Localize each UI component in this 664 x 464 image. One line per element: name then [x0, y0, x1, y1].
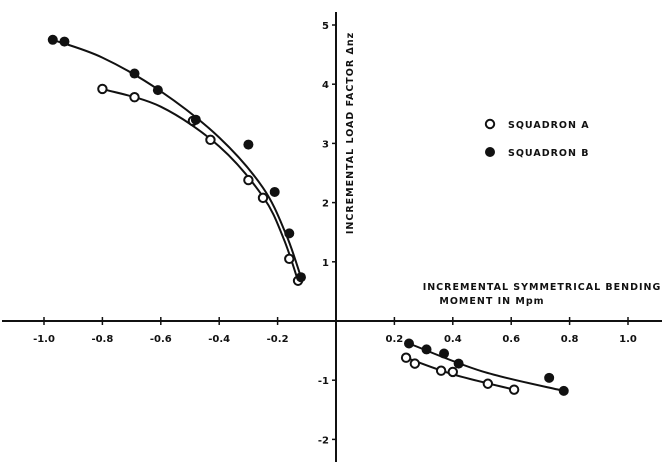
squadron-b-point — [558, 385, 569, 396]
legend-item-squadron-b: SQUADRON B — [485, 147, 589, 159]
y-ticks: 5 4 3 2 1 -1 -2 — [318, 21, 336, 446]
fit-curves — [52, 38, 565, 392]
squadron-a-point — [243, 174, 254, 186]
squadron-a-point — [435, 365, 447, 376]
y-tick: 2 — [322, 199, 336, 210]
y-tick-label: 1 — [322, 258, 329, 269]
legend: SQUADRON A SQUADRON B — [484, 118, 590, 159]
x-tick: 0.4 — [444, 317, 462, 345]
squadron-b-point — [47, 34, 58, 45]
y-tick: -1 — [318, 376, 336, 387]
x-tick-label: 1.0 — [619, 334, 637, 345]
squadron-b-fit-curve — [52, 38, 302, 278]
x-tick-label: -0.8 — [91, 334, 113, 345]
x-tick: 1.0 — [619, 317, 637, 345]
x-tick-label: 0.2 — [386, 334, 404, 345]
legend-item-squadron-a: SQUADRON A — [484, 118, 590, 131]
squadron-b-point — [243, 139, 254, 150]
squadron-a-point — [257, 192, 269, 204]
x-tick-label: 0.6 — [502, 334, 520, 345]
y-axis-label: INCREMENTAL LOAD FACTOR Δnz — [345, 32, 356, 234]
squadron-a-point — [97, 83, 108, 95]
squadron-a-point — [447, 366, 458, 378]
y-tick-label: 4 — [322, 80, 329, 91]
squadron-a-point — [482, 378, 494, 389]
legend-label-squadron-b: SQUADRON B — [508, 148, 589, 159]
legend-filled-circle-marker — [485, 147, 495, 157]
squadron-b-point — [190, 114, 201, 125]
squadron-b-point — [59, 36, 70, 47]
y-tick: 3 — [322, 139, 336, 150]
x-tick: -1.0 — [33, 317, 55, 345]
squadron-b-point — [421, 344, 432, 355]
x-tick: -0.8 — [91, 317, 113, 345]
squadron-a-point — [409, 358, 421, 369]
x-tick: -0.4 — [208, 317, 230, 345]
x-axis-label-line2: MOMENT IN Mpm — [439, 296, 544, 307]
y-tick: -2 — [318, 435, 336, 446]
squadron-a-point — [129, 92, 140, 103]
x-tick-label: -0.4 — [208, 334, 230, 345]
squadron-b-point — [544, 372, 555, 383]
x-tick: 0.6 — [502, 317, 520, 345]
squadron-a-fit-curve — [102, 87, 299, 282]
x-tick: -0.2 — [267, 317, 289, 345]
squadron-a-point — [508, 384, 520, 395]
y-tick-label: 2 — [322, 199, 329, 210]
x-ticks: -1.0 -0.8 -0.6 -0.4 -0.2 0.2 0.4 0.6 0.8 1.0 — [33, 317, 637, 345]
squadron-a-point — [400, 352, 412, 363]
x-tick-label: -1.0 — [33, 334, 55, 345]
squadron-b-point — [152, 85, 163, 96]
x-tick: -0.6 — [150, 317, 172, 345]
squadron-b-point — [404, 338, 414, 349]
squadron-b-point — [453, 358, 464, 369]
squadron-b-point — [129, 68, 140, 79]
x-tick: 0.8 — [561, 317, 579, 345]
legend-label-squadron-a: SQUADRON A — [508, 120, 590, 131]
squadron-a-point — [284, 253, 295, 265]
y-tick: 4 — [322, 80, 336, 91]
y-tick-label: 5 — [322, 21, 329, 32]
y-tick: 1 — [322, 258, 336, 269]
squadron-b-point — [295, 272, 306, 283]
axes — [2, 12, 662, 462]
legend-open-circle-marker — [484, 118, 496, 130]
y-tick-label: 3 — [322, 139, 329, 150]
squadron-b-point — [439, 348, 450, 359]
y-tick-label: -2 — [318, 435, 329, 446]
squadron-a-point — [205, 134, 216, 146]
x-tick-label: 0.4 — [444, 334, 462, 345]
x-tick-label: -0.6 — [150, 334, 172, 345]
data-points — [47, 34, 569, 396]
squadron-b-point — [269, 186, 280, 197]
x-tick-label: 0.8 — [561, 334, 579, 345]
squadron-b-point — [284, 228, 295, 239]
y-tick: 5 — [322, 21, 336, 32]
y-tick-label: -1 — [318, 376, 329, 387]
x-tick: 0.2 — [386, 317, 404, 345]
x-tick-label: -0.2 — [267, 334, 289, 345]
x-axis-label-line1: INCREMENTAL SYMMETRICAL BENDING — [423, 282, 662, 293]
